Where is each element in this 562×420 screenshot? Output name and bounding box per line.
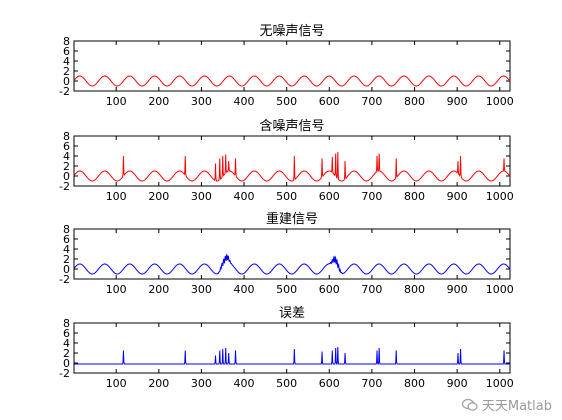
y-tick-label: 2	[63, 65, 70, 78]
y-tick-label: 2	[63, 253, 70, 266]
y-tick-label: -2	[59, 367, 70, 380]
x-tick-label: 300	[191, 190, 212, 203]
x-tick-label: 700	[361, 95, 382, 108]
x-tick-label: 500	[276, 283, 297, 296]
y-tick-label: 8	[63, 317, 70, 330]
x-tick-label: 400	[234, 283, 255, 296]
x-tick-label: 800	[404, 190, 425, 203]
x-tick-label: 200	[148, 190, 169, 203]
axes-box	[73, 135, 511, 187]
x-tick-label: 600	[319, 95, 340, 108]
x-tick-label: 200	[148, 283, 169, 296]
y-tick-label: 4	[63, 337, 70, 350]
x-tick-label: 700	[361, 283, 382, 296]
axes-box	[73, 228, 511, 280]
y-tick-label: 2	[63, 347, 70, 360]
y-tick-label: 8	[63, 223, 70, 236]
x-tick-label: 300	[191, 283, 212, 296]
x-tick-label: 300	[191, 95, 212, 108]
x-tick-label: 800	[404, 377, 425, 390]
x-tick-label: 700	[361, 377, 382, 390]
x-tick-label: 1000	[486, 95, 514, 108]
x-tick-label: 300	[191, 377, 212, 390]
y-tick-label: 4	[63, 55, 70, 68]
axes-box	[73, 322, 511, 374]
series-line-1	[74, 346, 510, 365]
x-tick-label: 500	[276, 95, 297, 108]
x-tick-label: 400	[234, 377, 255, 390]
watermark-text: 天天Matlab	[481, 399, 552, 414]
y-tick-label: 4	[63, 243, 70, 256]
x-tick-label: 600	[319, 377, 340, 390]
x-tick-label: 200	[148, 377, 169, 390]
x-tick-label: 400	[234, 190, 255, 203]
y-tick-label: 0	[63, 75, 70, 88]
chart-title: 含噪声信号	[259, 118, 324, 134]
x-tick-label: 1000	[486, 283, 514, 296]
chart-title: 无噪声信号	[259, 24, 324, 39]
x-tick-label: 100	[106, 190, 127, 203]
series-line-1	[73, 75, 511, 87]
x-tick-label: 500	[276, 377, 297, 390]
x-tick-label: 900	[447, 190, 468, 203]
x-tick-label: 900	[447, 283, 468, 296]
y-tick-label: -2	[59, 85, 70, 98]
x-tick-label: 1000	[486, 377, 514, 390]
y-tick-label: 2	[63, 160, 70, 173]
wechat-icon	[461, 398, 478, 411]
x-tick-label: 200	[148, 95, 169, 108]
series-line-1	[73, 151, 511, 182]
x-tick-label: 500	[276, 190, 297, 203]
x-tick-label: 700	[361, 190, 382, 203]
x-tick-label: 400	[234, 95, 255, 108]
y-tick-label: 6	[63, 233, 70, 246]
x-tick-label: 800	[404, 95, 425, 108]
x-tick-label: 100	[106, 377, 127, 390]
y-tick-label: 0	[63, 263, 70, 276]
x-tick-label: 600	[319, 190, 340, 203]
x-tick-label: 900	[447, 377, 468, 390]
y-tick-label: 0	[63, 357, 70, 370]
axes-box	[73, 40, 511, 92]
watermark: 天天Matlab	[461, 395, 552, 414]
x-tick-label: 100	[106, 283, 127, 296]
x-tick-label: 1000	[486, 190, 514, 203]
y-tick-label: 6	[63, 140, 70, 153]
x-tick-label: 900	[447, 95, 468, 108]
x-tick-label: 600	[319, 283, 340, 296]
x-tick-label: 100	[106, 95, 127, 108]
chart-title: 重建信号	[266, 211, 318, 227]
y-tick-label: 8	[63, 130, 70, 143]
y-tick-label: 4	[63, 150, 70, 163]
y-tick-label: 6	[63, 327, 70, 340]
x-tick-label: 800	[404, 283, 425, 296]
y-tick-label: -2	[59, 273, 70, 286]
chart-title: 误差	[279, 306, 305, 321]
y-tick-label: 0	[63, 170, 70, 183]
y-tick-label: -2	[59, 180, 70, 193]
series-line-1	[73, 253, 511, 275]
y-tick-label: 8	[63, 35, 70, 48]
y-tick-label: 6	[63, 45, 70, 58]
